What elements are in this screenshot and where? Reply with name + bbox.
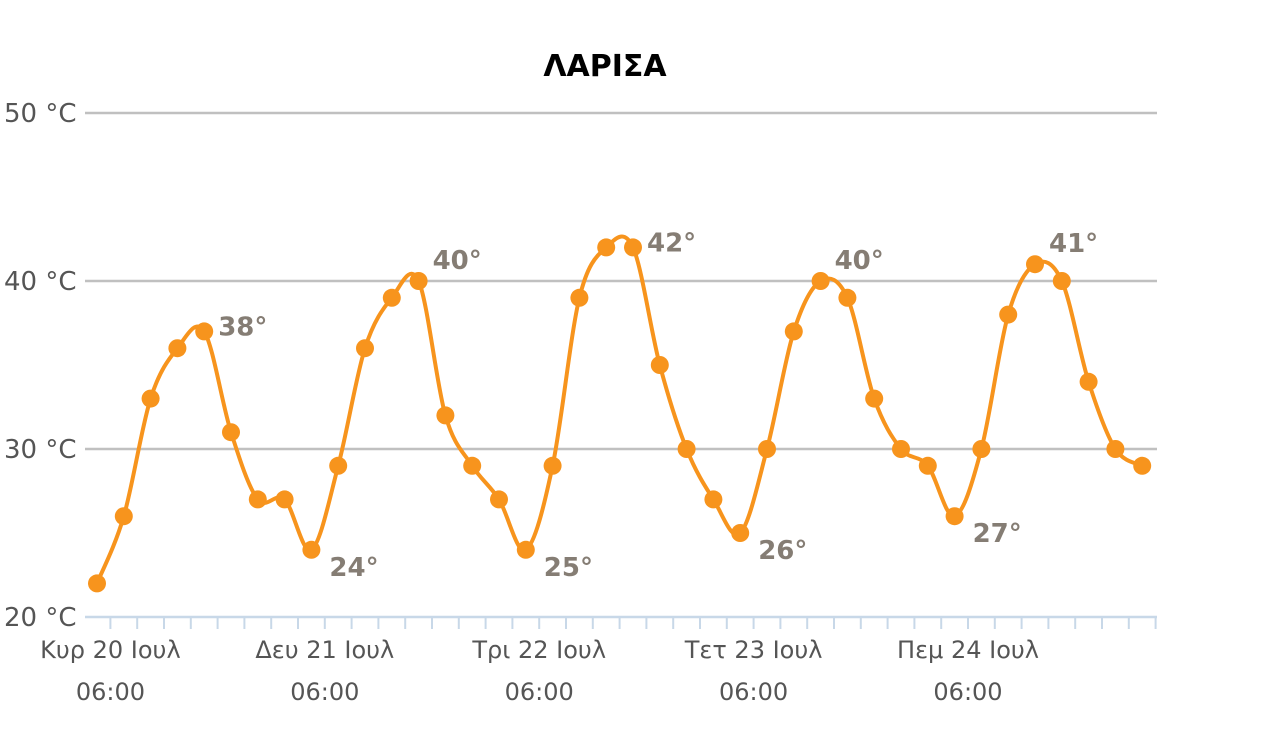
data-point [677, 440, 696, 458]
y-axis-labels: 20 °C 30 °C 40 °C 50 °C [4, 99, 77, 633]
data-point [570, 288, 589, 307]
data-point [597, 238, 616, 257]
x-time-label: 06:00 [290, 678, 359, 706]
grid-layer [85, 111, 1157, 451]
data-point [329, 456, 348, 475]
data-point [1133, 456, 1152, 475]
x-time-label: 06:00 [933, 678, 1002, 706]
data-point [784, 322, 803, 341]
series-layer [88, 234, 1152, 593]
x-time-label: 06:00 [76, 678, 145, 706]
data-point [1026, 255, 1044, 274]
x-axis [85, 615, 1157, 629]
data-point [892, 440, 910, 458]
data-point [141, 389, 160, 408]
data-point [650, 356, 669, 374]
data-label: 24° [329, 553, 378, 583]
data-point [945, 507, 964, 526]
y-tick-label: 30 °C [4, 435, 77, 465]
data-point [865, 389, 884, 408]
x-time-label: 06:00 [505, 678, 574, 706]
data-point [409, 272, 428, 290]
data-point [1106, 440, 1125, 458]
x-day-label: Τετ 23 Ιουλ [684, 636, 823, 664]
data-point [838, 288, 857, 307]
data-point [972, 440, 991, 458]
x-day-label: Τρι 22 Ιουλ [471, 636, 606, 664]
data-point [918, 456, 937, 475]
x-day-label: Κυρ 20 Ιουλ [40, 636, 181, 664]
data-point [811, 272, 830, 290]
data-point [1052, 272, 1071, 290]
data-label: 40° [835, 246, 884, 276]
data-label: 25° [544, 553, 593, 583]
data-label: 38° [218, 312, 267, 342]
data-point [1079, 372, 1098, 391]
chart-title: ΛΑΡΙΣΑ [543, 49, 667, 84]
x-time-label: 06:00 [719, 678, 788, 706]
data-point [222, 423, 240, 442]
x-day-label: Πεμ 24 Ιουλ [897, 636, 1039, 664]
data-point [356, 339, 374, 358]
data-point [490, 490, 508, 509]
y-tick-label: 50 °C [4, 99, 77, 129]
series-line [95, 234, 1145, 586]
data-point [543, 456, 562, 475]
x-axis-labels: Κυρ 20 Ιουλ 06:00 Δευ 21 Ιουλ 06:00 Τρι 22 Ι… [40, 636, 1039, 706]
y-tick-label: 20 °C [4, 603, 77, 633]
data-point [624, 238, 642, 257]
data-point [999, 305, 1018, 324]
x-day-label: Δευ 21 Ιουλ [255, 636, 394, 664]
data-point [382, 288, 401, 307]
data-label: 26° [758, 536, 807, 566]
data-point [302, 540, 321, 559]
data-point [114, 507, 133, 526]
data-label: 27° [973, 519, 1022, 549]
data-point [436, 406, 455, 425]
data-label: 41° [1049, 229, 1098, 259]
data-point [516, 540, 535, 559]
data-point [275, 490, 294, 509]
y-tick-label: 40 °C [4, 267, 77, 297]
data-point [248, 490, 267, 509]
data-point [704, 490, 723, 509]
data-point [731, 524, 750, 542]
data-point [195, 322, 214, 341]
data-label: 42° [647, 228, 696, 258]
data-point [88, 574, 106, 593]
data-label: 40° [433, 246, 482, 276]
data-point [463, 456, 482, 475]
data-point [758, 440, 776, 458]
data-point [168, 339, 187, 358]
data-labels-layer: 38° 24° 40° 25° 42° 26° 40° 27° 41° [218, 228, 1098, 582]
